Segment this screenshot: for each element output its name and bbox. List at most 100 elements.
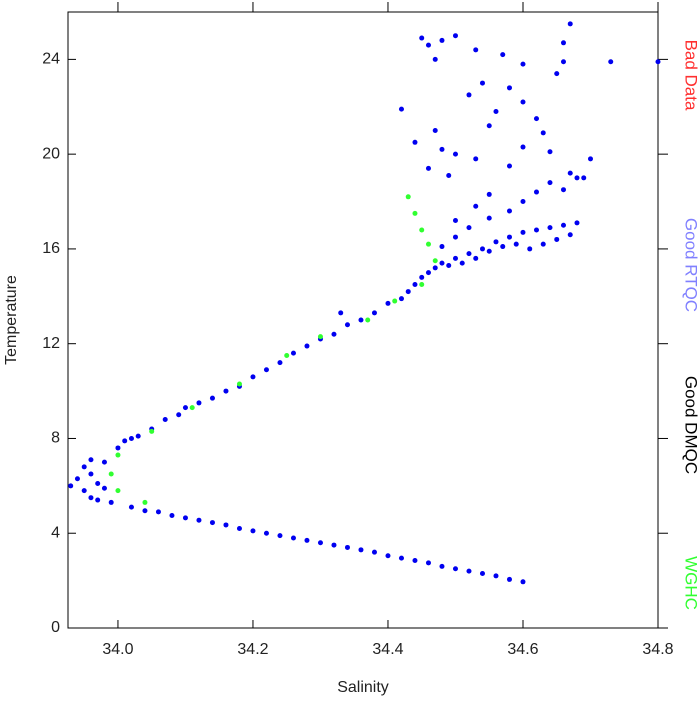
data-point (250, 374, 256, 380)
data-point (493, 573, 499, 579)
data-point (419, 274, 425, 280)
data-point (560, 40, 566, 46)
data-point (108, 499, 114, 505)
data-point (493, 109, 499, 115)
data-point (344, 322, 350, 328)
x-tick-label: 34.0 (102, 641, 133, 658)
data-point (452, 151, 458, 157)
data-point (446, 172, 452, 178)
x-tick-label: 34.2 (237, 641, 268, 658)
data-point (439, 244, 445, 250)
data-point (493, 239, 499, 245)
data-point (520, 99, 526, 105)
data-point (567, 21, 573, 27)
data-point (88, 457, 94, 463)
data-point (520, 61, 526, 67)
data-point (176, 412, 182, 418)
data-point (486, 191, 492, 197)
data-point (128, 504, 134, 510)
data-point (560, 187, 566, 193)
y-tick-label: 8 (51, 430, 60, 447)
data-point (446, 263, 452, 269)
data-point (162, 417, 168, 423)
data-point (290, 350, 296, 356)
x-tick-label: 34.4 (372, 641, 403, 658)
data-point (608, 59, 614, 65)
data-point (581, 175, 587, 181)
data-point (432, 258, 438, 264)
data-point (182, 405, 188, 411)
data-point (149, 428, 155, 434)
data-point (473, 255, 479, 261)
data-point (520, 579, 526, 585)
data-point (277, 533, 283, 539)
data-point (473, 203, 479, 209)
data-point (419, 281, 425, 287)
data-point (520, 229, 526, 235)
data-point (189, 405, 195, 411)
data-point (263, 530, 269, 536)
data-point (412, 557, 418, 563)
data-point (425, 560, 431, 566)
data-point (236, 525, 242, 531)
data-point (209, 395, 215, 401)
data-point (459, 260, 465, 266)
data-point (142, 499, 148, 505)
x-tick-label: 34.8 (642, 641, 673, 658)
data-point (466, 251, 472, 257)
data-point (506, 85, 512, 91)
data-point (520, 144, 526, 150)
data-point (419, 35, 425, 41)
data-point (574, 175, 580, 181)
data-point (338, 310, 344, 316)
data-point (452, 566, 458, 572)
data-point (405, 194, 411, 200)
data-point (506, 208, 512, 214)
data-point (365, 317, 371, 323)
y-tick-label: 20 (42, 145, 60, 162)
data-point (385, 553, 391, 559)
data-point (452, 255, 458, 261)
data-point (81, 464, 87, 470)
y-tick-label: 24 (42, 51, 60, 68)
data-point (533, 189, 539, 195)
data-point (466, 225, 472, 231)
y-axis-label: Temperature (3, 275, 20, 365)
data-point (466, 568, 472, 574)
data-point (567, 232, 573, 238)
data-point (419, 227, 425, 233)
data-point (547, 149, 553, 155)
data-point (527, 246, 533, 252)
data-point (290, 535, 296, 541)
data-point (500, 244, 506, 250)
data-point (547, 225, 553, 231)
legend-label: Good RTQC (682, 218, 700, 312)
data-point (513, 241, 519, 247)
data-point (439, 146, 445, 152)
data-point (486, 123, 492, 129)
data-point (101, 459, 107, 465)
data-point (500, 52, 506, 58)
data-point (371, 310, 377, 316)
data-point (439, 260, 445, 266)
data-point (554, 236, 560, 242)
data-point (425, 270, 431, 276)
data-point (466, 92, 472, 98)
data-point (385, 300, 391, 306)
data-point (398, 555, 404, 561)
data-point (236, 381, 242, 387)
data-point (452, 33, 458, 39)
data-point (74, 476, 80, 482)
legend-label: Bad Data (682, 40, 700, 111)
y-tick-label: 16 (42, 240, 60, 257)
data-point (506, 234, 512, 240)
data-point (567, 170, 573, 176)
data-point (108, 471, 114, 477)
data-point (412, 139, 418, 145)
data-point (95, 497, 101, 503)
data-point (473, 156, 479, 162)
data-point (122, 438, 128, 444)
y-tick-label: 4 (51, 524, 60, 541)
data-point (398, 106, 404, 112)
data-point (209, 520, 215, 526)
